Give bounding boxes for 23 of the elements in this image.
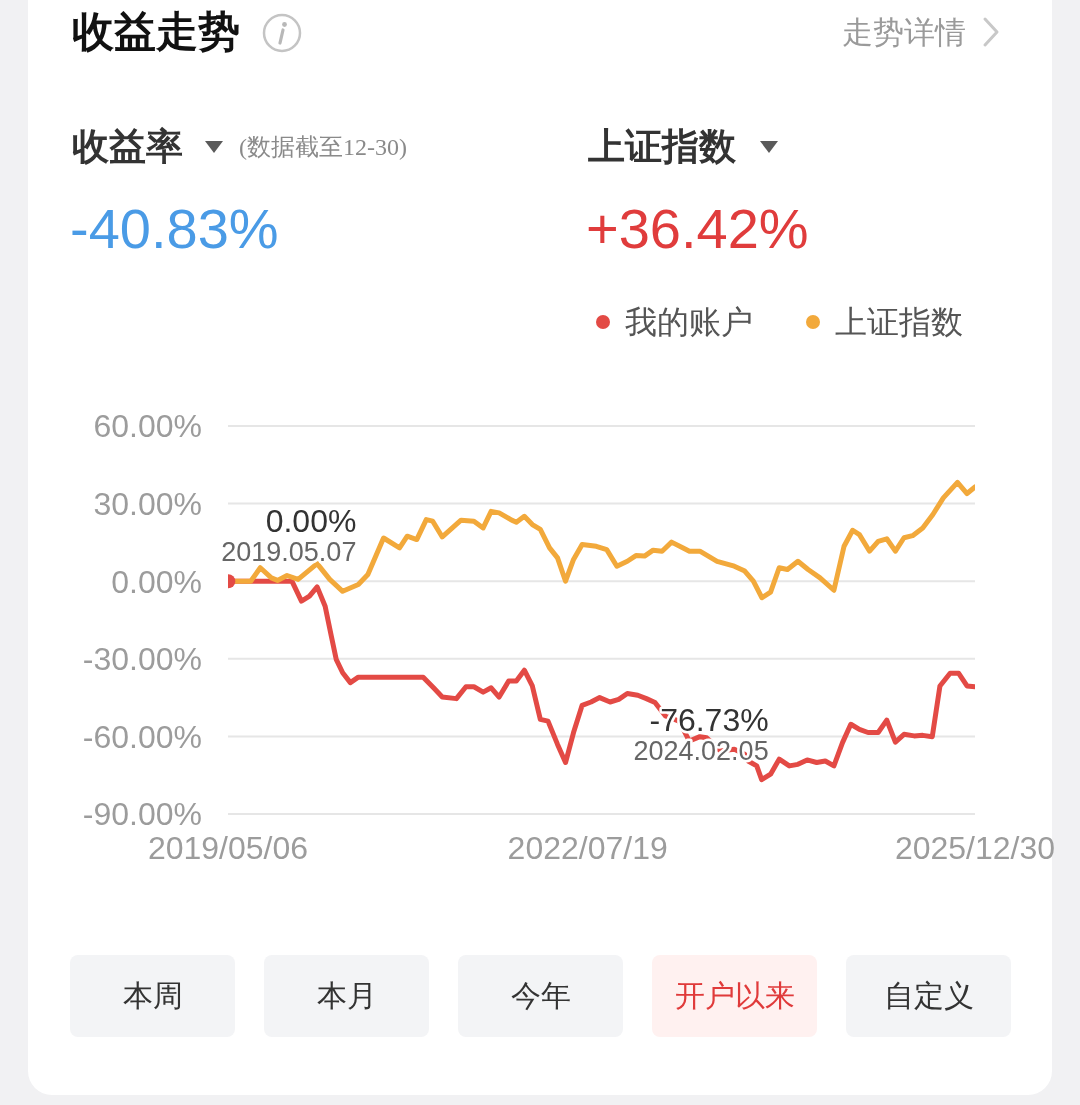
y-tick-label: -60.00% bbox=[82, 718, 202, 755]
tab-button: 自定义 bbox=[846, 955, 1011, 1037]
text: -40.83% bbox=[70, 197, 279, 261]
chart-title: 收益走势 bbox=[72, 6, 240, 58]
legend-label: 我的账户 bbox=[625, 302, 753, 343]
legend-label: 上证指数 bbox=[835, 302, 963, 343]
y-tick-label: 0.00% bbox=[111, 563, 202, 600]
y-tick-label: 30.00% bbox=[93, 485, 202, 522]
text: +36.42% bbox=[586, 197, 809, 261]
annotation: 0.00% bbox=[265, 503, 357, 540]
text: 收益率 bbox=[72, 124, 183, 170]
y-tick-label: -30.00% bbox=[82, 641, 202, 678]
tab-button: 本周 bbox=[70, 955, 235, 1037]
text: 走势详情 bbox=[842, 13, 966, 52]
annotation: 2019.05.07 bbox=[221, 537, 357, 568]
text: (数据截至12-30) bbox=[239, 133, 407, 162]
tab-button: 开户以来 bbox=[652, 955, 817, 1037]
x-tick-label: 2025/12/30 bbox=[894, 829, 1056, 866]
tab-button: 今年 bbox=[458, 955, 623, 1037]
tab-button: 本月 bbox=[264, 955, 429, 1037]
y-tick-label: 60.00% bbox=[93, 408, 202, 445]
text: 上证指数 bbox=[588, 124, 736, 170]
x-tick-label: 2022/07/19 bbox=[507, 829, 668, 866]
